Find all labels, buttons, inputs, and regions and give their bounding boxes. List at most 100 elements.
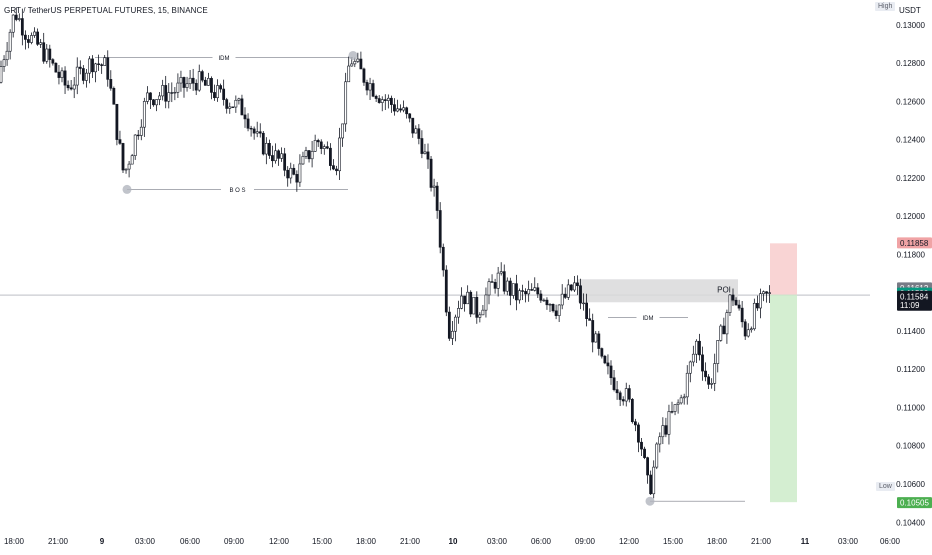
candle-up bbox=[289, 167, 293, 179]
candle-down bbox=[328, 147, 332, 166]
annotations-group: IDM B O S IDM POI bbox=[95, 53, 745, 502]
candle-down bbox=[359, 58, 363, 70]
candle-down bbox=[20, 18, 24, 36]
candle-down bbox=[508, 280, 512, 296]
candle-down bbox=[707, 376, 711, 385]
candle-up bbox=[655, 443, 659, 468]
candle-down bbox=[66, 84, 70, 89]
candle-down bbox=[597, 333, 601, 349]
candle-up bbox=[682, 396, 686, 399]
candle-up bbox=[313, 140, 317, 152]
candle-down bbox=[54, 62, 58, 73]
candle-down bbox=[191, 77, 195, 84]
candle-down bbox=[271, 155, 274, 162]
candle-down bbox=[563, 293, 567, 298]
x-tick-label: 12:00 bbox=[269, 537, 290, 546]
y-axis[interactable]: 0.13000 0.12800 0.12600 0.12400 0.12200 0.120… bbox=[896, 21, 925, 527]
candle-down bbox=[740, 307, 744, 323]
y-tick-label: 0.12000 bbox=[896, 212, 925, 221]
candle-up bbox=[130, 155, 134, 165]
candle-down bbox=[48, 48, 52, 60]
candle-up bbox=[450, 330, 454, 339]
price-badge-sub: 11:09 bbox=[900, 301, 920, 310]
candle-up bbox=[560, 293, 564, 306]
candle-down bbox=[600, 348, 604, 357]
candle-down bbox=[606, 362, 610, 367]
candle-up bbox=[518, 290, 521, 301]
candle-down bbox=[591, 320, 595, 343]
candle-up bbox=[264, 143, 268, 155]
candle-down bbox=[579, 285, 582, 304]
candle-down bbox=[521, 290, 524, 292]
candle-down bbox=[545, 299, 549, 306]
x-tick-label: 18:00 bbox=[356, 537, 377, 546]
candle-down bbox=[112, 87, 116, 105]
x-tick-label: 12:00 bbox=[619, 537, 640, 546]
candle-down bbox=[637, 424, 640, 443]
candle-up bbox=[572, 282, 576, 291]
candle-down bbox=[106, 57, 110, 80]
candle-down bbox=[447, 311, 451, 339]
x-tick-label: 09:00 bbox=[224, 537, 245, 546]
candle-up bbox=[749, 328, 753, 331]
candle-down bbox=[615, 389, 619, 394]
candle-up bbox=[124, 168, 128, 171]
candle-up bbox=[460, 295, 463, 309]
candle-down bbox=[319, 141, 323, 149]
candle-up bbox=[481, 309, 485, 316]
candle-down bbox=[633, 421, 637, 426]
x-tick-label: 06:00 bbox=[180, 537, 201, 546]
poi-label: POI bbox=[717, 285, 731, 294]
candle-down bbox=[664, 425, 668, 435]
candle-up bbox=[667, 411, 671, 435]
candle-down bbox=[399, 108, 402, 111]
price-badge-label: 0.11584 bbox=[900, 292, 929, 301]
candle-down bbox=[42, 42, 46, 62]
candle-down bbox=[405, 107, 409, 115]
swing-markers-group bbox=[122, 50, 655, 506]
candle-up bbox=[30, 35, 33, 43]
x-axis[interactable]: 18:00 21:00 9 03:00 06:00 09:00 12:00 15:00 18:0… bbox=[4, 537, 901, 546]
candle-up bbox=[725, 312, 729, 335]
candle-up bbox=[688, 361, 692, 374]
candle-up bbox=[167, 92, 171, 102]
annotation-label-bg bbox=[221, 185, 254, 194]
candle-down bbox=[78, 66, 82, 69]
x-tick-label: 03:00 bbox=[838, 537, 859, 546]
candle-down bbox=[420, 138, 424, 154]
candle-up bbox=[155, 99, 158, 106]
candle-down bbox=[389, 97, 393, 105]
candle-down bbox=[524, 291, 528, 295]
candle-up bbox=[533, 287, 537, 291]
candle-down bbox=[585, 302, 589, 319]
candle-down bbox=[258, 131, 262, 134]
candle-down bbox=[417, 128, 421, 139]
candle-down bbox=[213, 92, 216, 99]
candle-up bbox=[728, 294, 732, 313]
candle-down bbox=[222, 88, 226, 100]
candle-down bbox=[612, 377, 616, 390]
candle-down bbox=[429, 158, 433, 188]
candle-up bbox=[710, 383, 714, 385]
candle-up bbox=[322, 146, 326, 149]
currency-label[interactable]: USDT bbox=[899, 6, 921, 15]
candle-down bbox=[469, 291, 473, 315]
candle-up bbox=[88, 58, 91, 74]
candle-up bbox=[484, 294, 488, 311]
candle-down bbox=[335, 168, 338, 172]
candle-up bbox=[197, 71, 201, 91]
candle-up bbox=[768, 292, 772, 294]
candle-up bbox=[542, 299, 546, 302]
y-tick-label: 0.11000 bbox=[897, 403, 926, 412]
candle-up bbox=[368, 83, 372, 91]
candle-up bbox=[301, 156, 305, 165]
candle-down bbox=[36, 31, 40, 45]
x-tick-label: 21:00 bbox=[48, 537, 69, 546]
candle-up bbox=[338, 137, 341, 172]
candle-down bbox=[115, 103, 119, 140]
x-tick-label: 03:00 bbox=[487, 537, 508, 546]
candle-down bbox=[621, 399, 625, 402]
candle-down bbox=[240, 98, 244, 116]
